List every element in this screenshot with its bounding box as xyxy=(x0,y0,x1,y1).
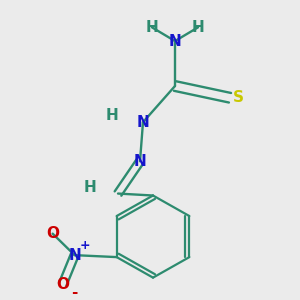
Text: H: H xyxy=(146,20,158,35)
Text: O: O xyxy=(46,226,59,241)
Text: H: H xyxy=(106,108,118,123)
Text: +: + xyxy=(79,239,90,252)
Text: N: N xyxy=(68,248,81,262)
Text: H: H xyxy=(84,180,96,195)
Text: N: N xyxy=(134,154,146,169)
Text: H: H xyxy=(192,20,204,35)
Text: N: N xyxy=(136,115,149,130)
Text: S: S xyxy=(232,90,244,105)
Text: -: - xyxy=(71,285,78,300)
Text: O: O xyxy=(56,277,69,292)
Text: N: N xyxy=(169,34,182,49)
